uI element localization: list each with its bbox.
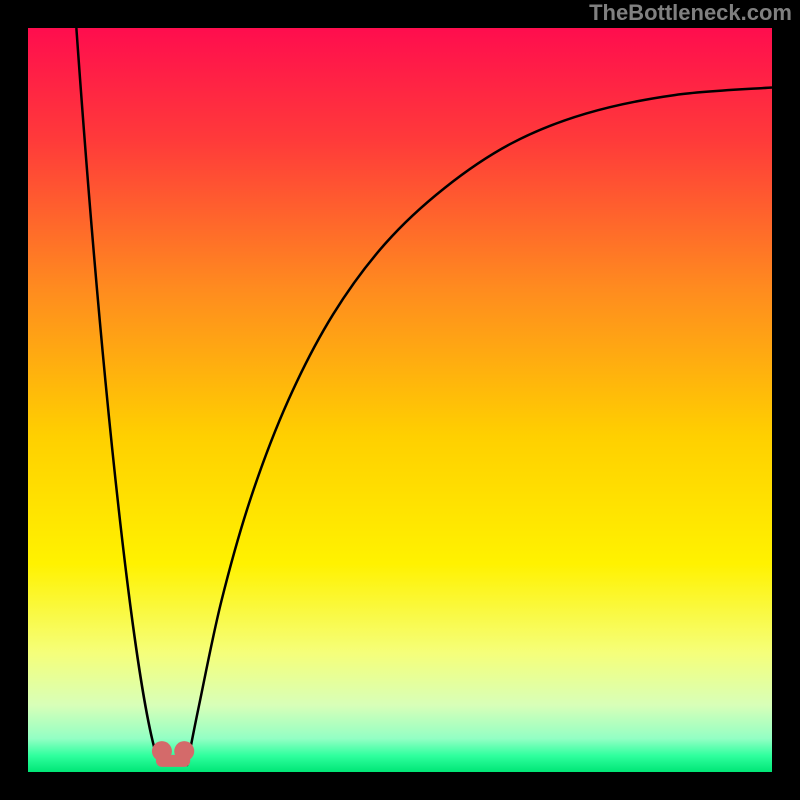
optimal-marker-right [174, 741, 194, 761]
chart-background-gradient [28, 28, 772, 772]
watermark-text: TheBottleneck.com [589, 0, 792, 26]
chart-plot-area [28, 28, 772, 772]
bottleneck-curve-chart [28, 28, 772, 772]
optimal-marker-left [152, 741, 172, 761]
